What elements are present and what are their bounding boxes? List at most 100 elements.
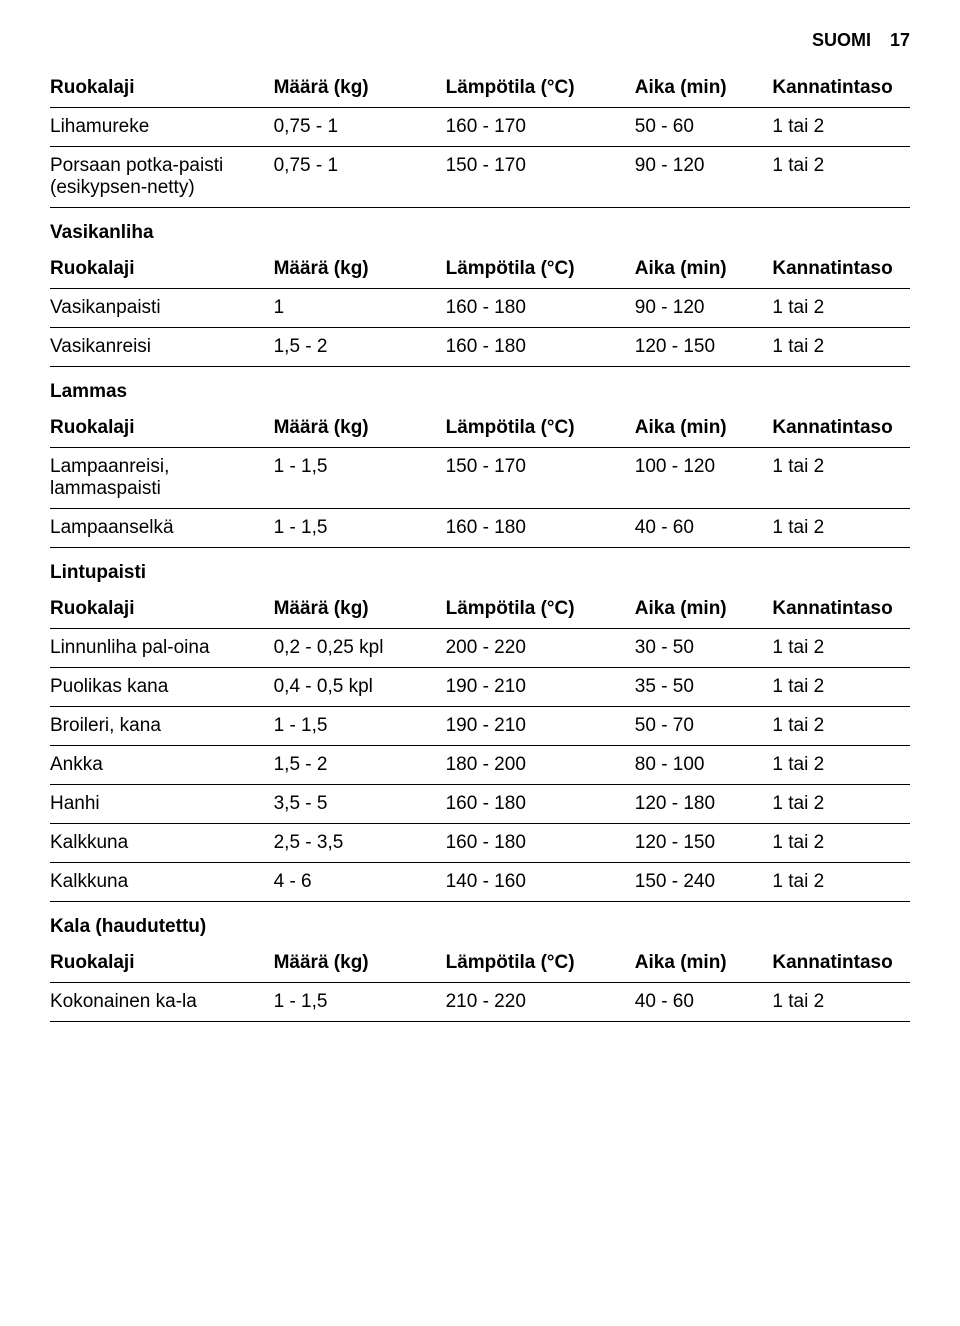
section-title-lammas: Lammas <box>50 381 910 403</box>
cell-kannatintaso: 1 tai 2 <box>772 983 910 1022</box>
cell-maara: 0,75 - 1 <box>274 147 446 208</box>
table-row: Lampaanreisi, lammaspaisti1 - 1,5150 - 1… <box>50 448 910 509</box>
table-kala-body: Kokonainen ka-la1 - 1,5210 - 22040 - 601… <box>50 983 910 1022</box>
cell-ruokalaji: Ankka <box>50 746 274 785</box>
table-header-row: Ruokalaji Määrä (kg) Lämpötila (°C) Aika… <box>50 590 910 629</box>
col-lampotila: Lämpötila (°C) <box>446 250 635 289</box>
col-aika: Aika (min) <box>635 69 773 108</box>
table-lintupaisti: Ruokalaji Määrä (kg) Lämpötila (°C) Aika… <box>50 590 910 902</box>
cell-aika: 100 - 120 <box>635 448 773 509</box>
table-row: Puolikas kana0,4 - 0,5 kpl190 - 21035 - … <box>50 668 910 707</box>
cell-maara: 0,75 - 1 <box>274 108 446 147</box>
col-lampotila: Lämpötila (°C) <box>446 590 635 629</box>
cell-ruokalaji: Vasikanreisi <box>50 328 274 367</box>
table-row: Lihamureke0,75 - 1160 - 17050 - 601 tai … <box>50 108 910 147</box>
section-title-lintupaisti: Lintupaisti <box>50 562 910 584</box>
table-row: Ankka1,5 - 2180 - 20080 - 1001 tai 2 <box>50 746 910 785</box>
cell-maara: 1,5 - 2 <box>274 328 446 367</box>
table-row: Broileri, kana1 - 1,5190 - 21050 - 701 t… <box>50 707 910 746</box>
col-aika: Aika (min) <box>635 409 773 448</box>
col-kannatintaso: Kannatintaso <box>772 250 910 289</box>
table-row: Kalkkuna4 - 6140 - 160150 - 2401 tai 2 <box>50 863 910 902</box>
cell-aika: 35 - 50 <box>635 668 773 707</box>
cell-ruokalaji: Linnunliha pal-oina <box>50 629 274 668</box>
table-row: Vasikanpaisti1160 - 18090 - 1201 tai 2 <box>50 289 910 328</box>
cell-lampotila: 180 - 200 <box>446 746 635 785</box>
cell-maara: 4 - 6 <box>274 863 446 902</box>
cell-aika: 90 - 120 <box>635 289 773 328</box>
cell-kannatintaso: 1 tai 2 <box>772 108 910 147</box>
table-top-body: Lihamureke0,75 - 1160 - 17050 - 601 tai … <box>50 108 910 208</box>
cell-lampotila: 160 - 180 <box>446 328 635 367</box>
cell-ruokalaji: Kokonainen ka-la <box>50 983 274 1022</box>
cell-lampotila: 140 - 160 <box>446 863 635 902</box>
table-row: Porsaan potka-paisti (esikypsen-netty)0,… <box>50 147 910 208</box>
col-kannatintaso: Kannatintaso <box>772 590 910 629</box>
table-row: Vasikanreisi1,5 - 2160 - 180120 - 1501 t… <box>50 328 910 367</box>
cell-kannatintaso: 1 tai 2 <box>772 629 910 668</box>
cell-lampotila: 210 - 220 <box>446 983 635 1022</box>
cell-maara: 0,2 - 0,25 kpl <box>274 629 446 668</box>
cell-lampotila: 160 - 180 <box>446 289 635 328</box>
cell-lampotila: 160 - 180 <box>446 824 635 863</box>
table-kala: Ruokalaji Määrä (kg) Lämpötila (°C) Aika… <box>50 944 910 1022</box>
cell-kannatintaso: 1 tai 2 <box>772 668 910 707</box>
table-lammas-body: Lampaanreisi, lammaspaisti1 - 1,5150 - 1… <box>50 448 910 548</box>
col-kannatintaso: Kannatintaso <box>772 69 910 108</box>
col-aika: Aika (min) <box>635 590 773 629</box>
cell-maara: 1 - 1,5 <box>274 983 446 1022</box>
col-ruokalaji: Ruokalaji <box>50 250 274 289</box>
cell-ruokalaji: Kalkkuna <box>50 863 274 902</box>
cell-aika: 120 - 150 <box>635 328 773 367</box>
table-header-row: Ruokalaji Määrä (kg) Lämpötila (°C) Aika… <box>50 69 910 108</box>
cell-maara: 1,5 - 2 <box>274 746 446 785</box>
col-lampotila: Lämpötila (°C) <box>446 944 635 983</box>
cell-ruokalaji: Porsaan potka-paisti (esikypsen-netty) <box>50 147 274 208</box>
cell-ruokalaji: Puolikas kana <box>50 668 274 707</box>
col-ruokalaji: Ruokalaji <box>50 590 274 629</box>
cell-maara: 2,5 - 3,5 <box>274 824 446 863</box>
cell-ruokalaji: Hanhi <box>50 785 274 824</box>
section-title-kala: Kala (haudutettu) <box>50 916 910 938</box>
cell-maara: 0,4 - 0,5 kpl <box>274 668 446 707</box>
cell-aika: 90 - 120 <box>635 147 773 208</box>
table-row: Kokonainen ka-la1 - 1,5210 - 22040 - 601… <box>50 983 910 1022</box>
cell-lampotila: 190 - 210 <box>446 707 635 746</box>
cell-lampotila: 200 - 220 <box>446 629 635 668</box>
cell-maara: 3,5 - 5 <box>274 785 446 824</box>
col-aika: Aika (min) <box>635 250 773 289</box>
cell-kannatintaso: 1 tai 2 <box>772 328 910 367</box>
cell-aika: 150 - 240 <box>635 863 773 902</box>
col-lampotila: Lämpötila (°C) <box>446 69 635 108</box>
cell-lampotila: 190 - 210 <box>446 668 635 707</box>
cell-aika: 30 - 50 <box>635 629 773 668</box>
col-maara: Määrä (kg) <box>274 590 446 629</box>
cell-lampotila: 150 - 170 <box>446 147 635 208</box>
table-row: Lampaanselkä1 - 1,5160 - 18040 - 601 tai… <box>50 509 910 548</box>
cell-lampotila: 160 - 170 <box>446 108 635 147</box>
cell-maara: 1 - 1,5 <box>274 707 446 746</box>
table-vasikanliha-body: Vasikanpaisti1160 - 18090 - 1201 tai 2Va… <box>50 289 910 367</box>
col-maara: Määrä (kg) <box>274 409 446 448</box>
cell-kannatintaso: 1 tai 2 <box>772 289 910 328</box>
cell-kannatintaso: 1 tai 2 <box>772 707 910 746</box>
cell-kannatintaso: 1 tai 2 <box>772 824 910 863</box>
cell-ruokalaji: Lihamureke <box>50 108 274 147</box>
col-kannatintaso: Kannatintaso <box>772 409 910 448</box>
cell-kannatintaso: 1 tai 2 <box>772 746 910 785</box>
cell-maara: 1 <box>274 289 446 328</box>
cell-aika: 80 - 100 <box>635 746 773 785</box>
table-row: Linnunliha pal-oina0,2 - 0,25 kpl200 - 2… <box>50 629 910 668</box>
col-kannatintaso: Kannatintaso <box>772 944 910 983</box>
cell-kannatintaso: 1 tai 2 <box>772 785 910 824</box>
cell-aika: 40 - 60 <box>635 509 773 548</box>
cell-ruokalaji: Lampaanselkä <box>50 509 274 548</box>
table-header-row: Ruokalaji Määrä (kg) Lämpötila (°C) Aika… <box>50 250 910 289</box>
cell-kannatintaso: 1 tai 2 <box>772 448 910 509</box>
cell-lampotila: 160 - 180 <box>446 509 635 548</box>
cell-ruokalaji: Kalkkuna <box>50 824 274 863</box>
table-header-row: Ruokalaji Määrä (kg) Lämpötila (°C) Aika… <box>50 944 910 983</box>
cell-kannatintaso: 1 tai 2 <box>772 863 910 902</box>
col-maara: Määrä (kg) <box>274 69 446 108</box>
cell-lampotila: 150 - 170 <box>446 448 635 509</box>
